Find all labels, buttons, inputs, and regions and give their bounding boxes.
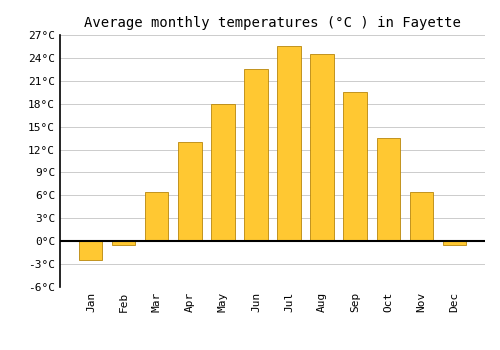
Bar bbox=[80, 241, 102, 260]
Bar bbox=[278, 47, 300, 241]
Bar bbox=[244, 69, 268, 241]
Bar bbox=[178, 142, 202, 241]
Bar bbox=[376, 138, 400, 241]
Bar bbox=[442, 241, 466, 245]
Bar bbox=[310, 54, 334, 241]
Bar bbox=[112, 241, 136, 245]
Title: Average monthly temperatures (°C ) in Fayette: Average monthly temperatures (°C ) in Fa… bbox=[84, 16, 461, 30]
Bar bbox=[344, 92, 366, 241]
Bar bbox=[146, 191, 169, 241]
Bar bbox=[212, 104, 234, 241]
Bar bbox=[410, 191, 432, 241]
